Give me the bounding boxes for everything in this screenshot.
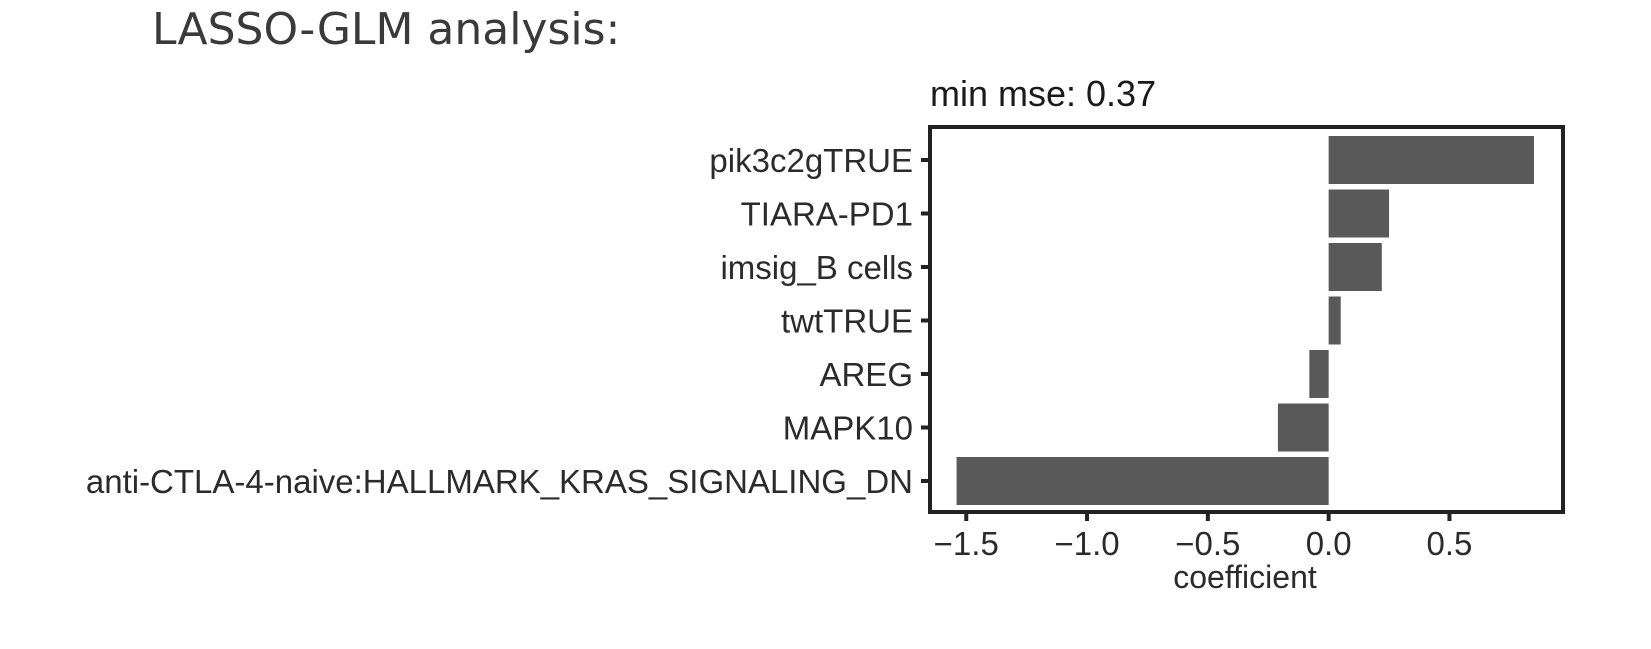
bars-layer bbox=[956, 136, 1535, 505]
y-tick-label: imsig_B cells bbox=[720, 249, 913, 286]
x-tick-label: −1.0 bbox=[1054, 525, 1119, 562]
x-axis-title: coefficient bbox=[1173, 559, 1317, 595]
bar-areg bbox=[1309, 350, 1329, 398]
y-tick-label: TIARA-PD1 bbox=[741, 196, 913, 233]
bar-tiara-pd1 bbox=[1328, 189, 1390, 238]
x-tick-label: 0.0 bbox=[1306, 525, 1352, 562]
x-tick-label: 0.5 bbox=[1427, 525, 1473, 562]
page-heading: LASSO-GLM analysis: bbox=[152, 4, 621, 55]
y-tick-label: AREG bbox=[819, 356, 913, 393]
bar-mapk10 bbox=[1277, 403, 1329, 452]
chart-title: min mse: 0.37 bbox=[930, 73, 1156, 114]
x-tick-label: −1.5 bbox=[934, 525, 999, 562]
y-tick-label: MAPK10 bbox=[783, 410, 913, 447]
bar-anti-ctla-4-naive-hallmark-kras-signaling-dn bbox=[956, 457, 1329, 505]
bar-twttrue bbox=[1328, 296, 1341, 345]
y-tick-label: pik3c2gTRUE bbox=[709, 142, 913, 179]
x-tick-label: −0.5 bbox=[1175, 525, 1240, 562]
y-axis: pik3c2gTRUE TIARA-PD1 imsig_B cells twtTRUE… bbox=[86, 142, 930, 500]
bar-pik3c2gtrue bbox=[1328, 136, 1535, 184]
y-tick-label: anti-CTLA-4-naive:HALLMARK_KRAS_SIGNALIN… bbox=[86, 463, 913, 500]
bar-imsig-b-cells bbox=[1328, 243, 1382, 291]
x-axis: −1.5 −1.0 −0.5 0.0 0.5 bbox=[934, 512, 1473, 562]
y-tick-label: twtTRUE bbox=[781, 303, 913, 340]
plot-frame bbox=[928, 125, 1565, 514]
